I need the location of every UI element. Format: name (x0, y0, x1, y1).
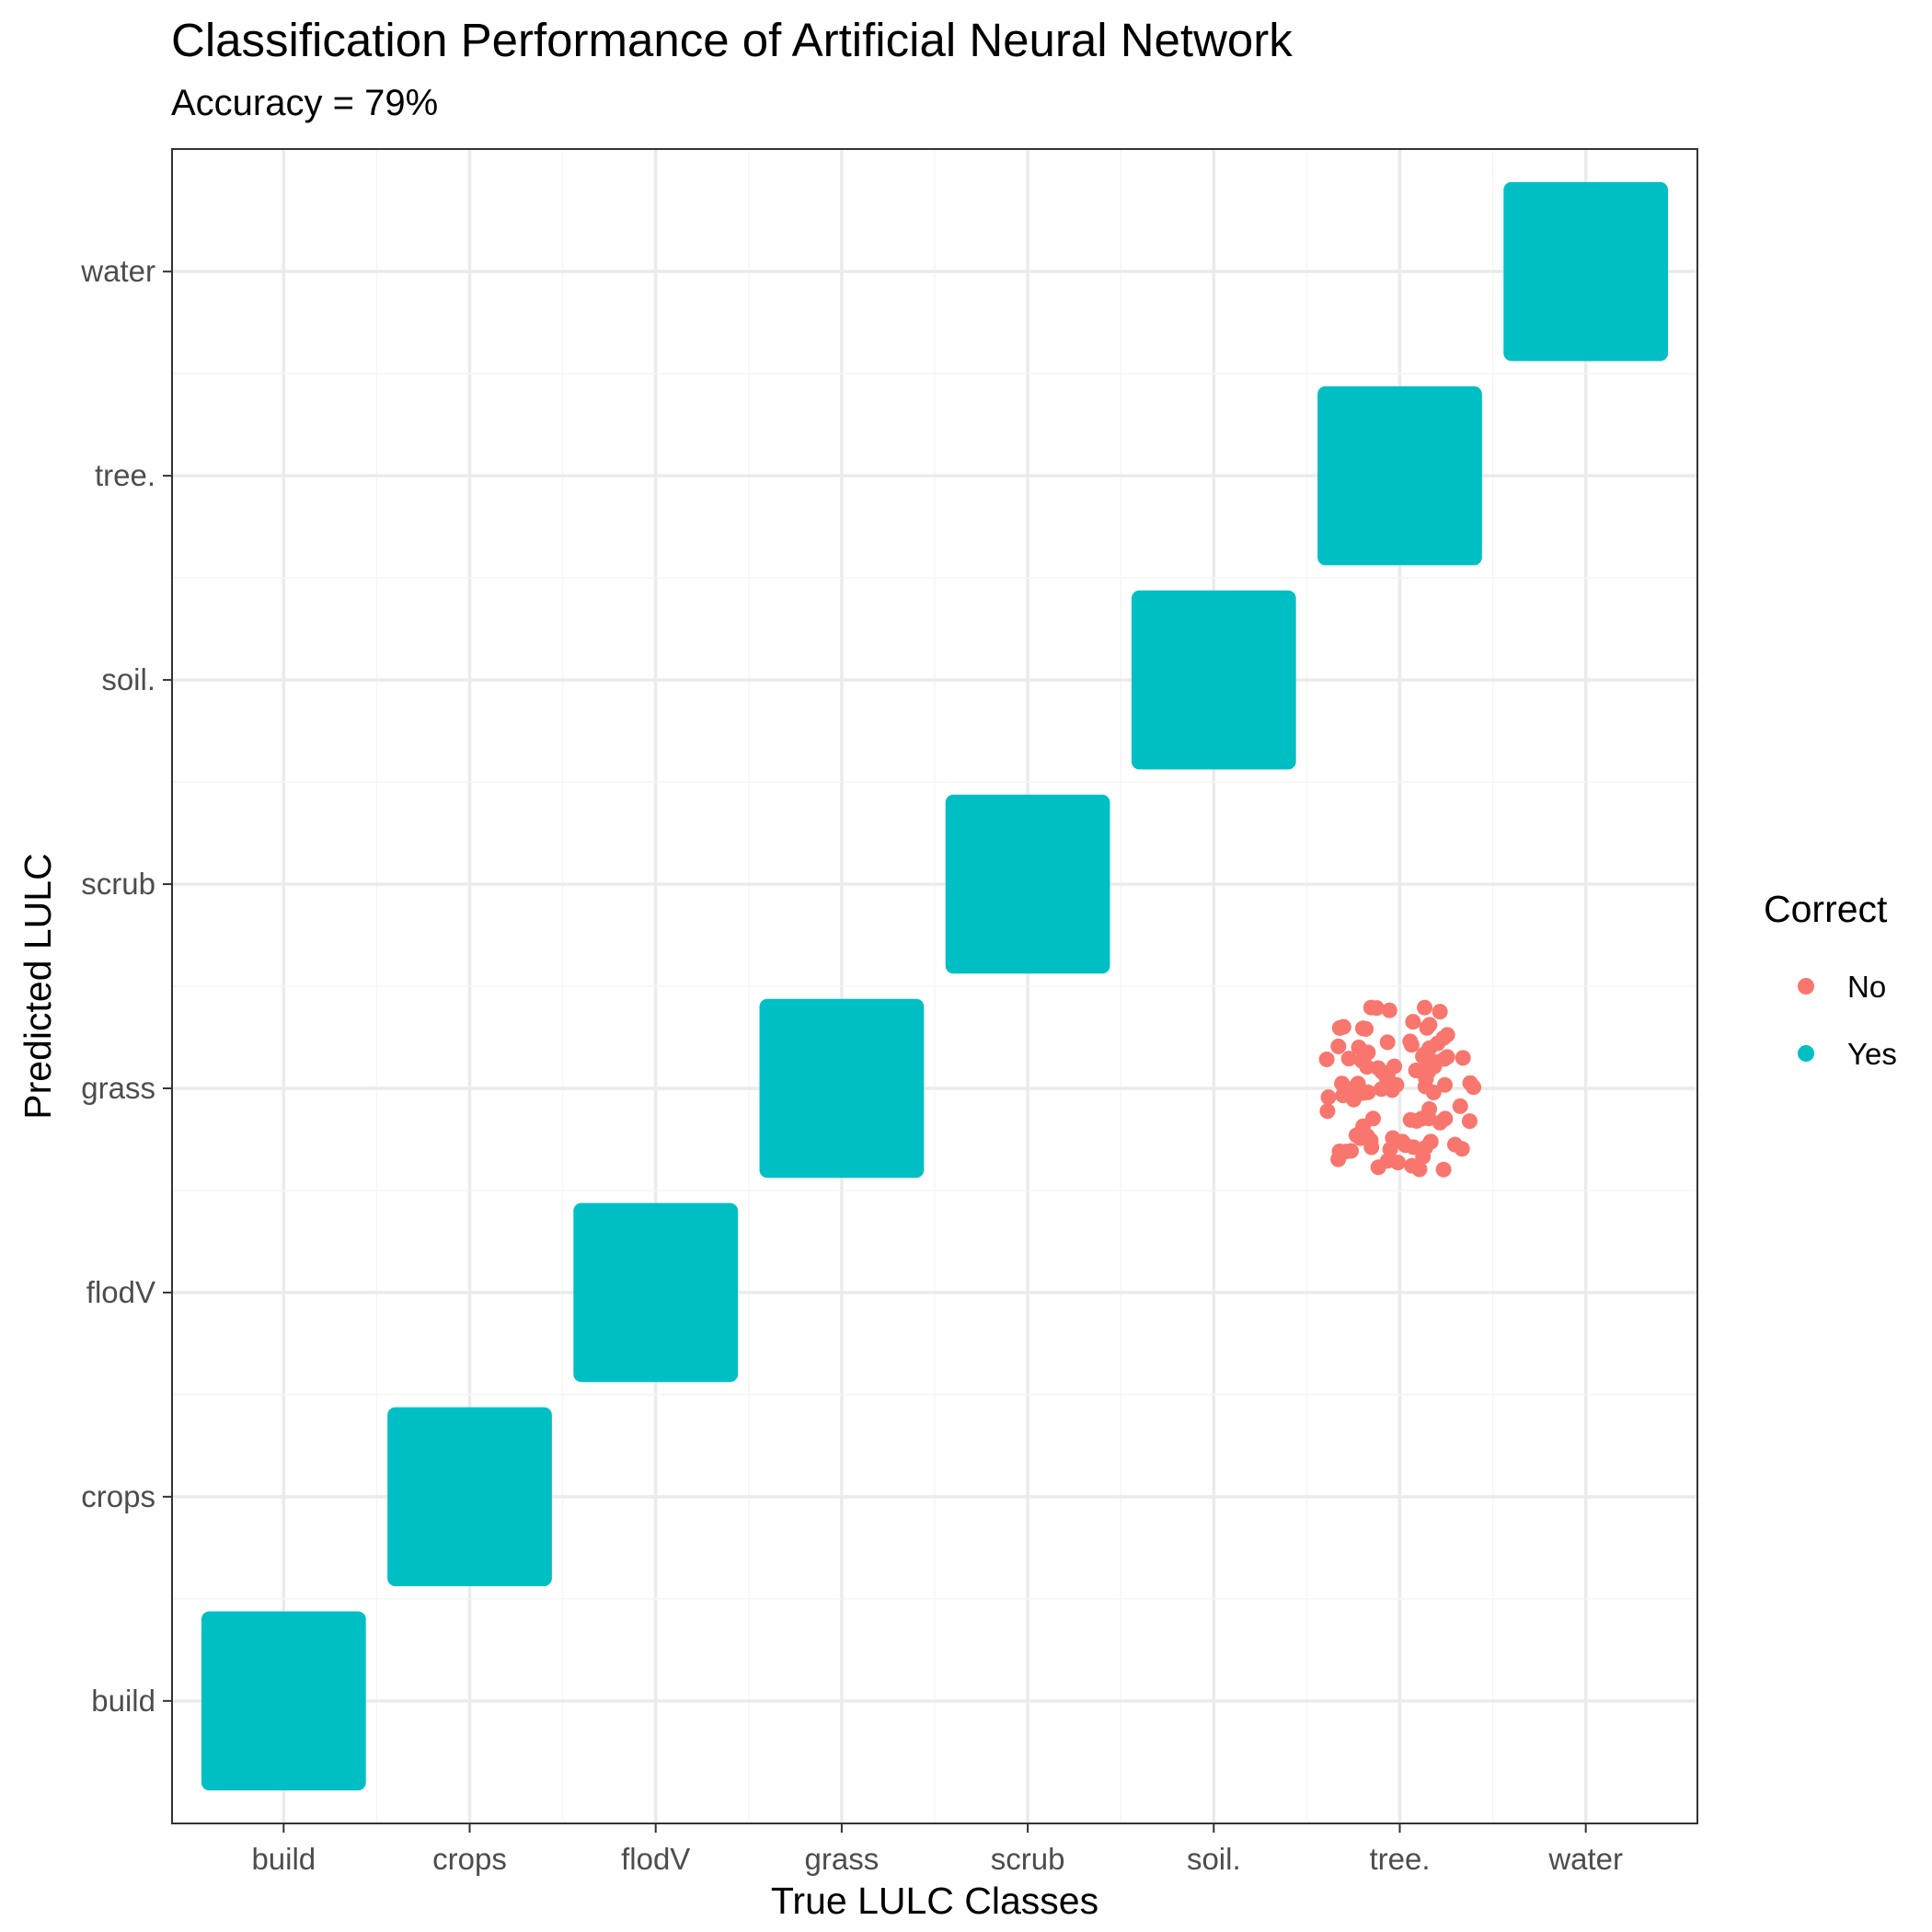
data-point (1337, 1079, 1353, 1096)
y-axis-title: Predicted LULC (17, 853, 59, 1119)
data-point (1360, 1084, 1376, 1100)
data-point (1402, 1033, 1419, 1050)
data-point (1379, 1034, 1396, 1051)
point-cloud (387, 1407, 552, 1587)
data-point (1415, 1148, 1432, 1165)
data-point (1436, 1051, 1453, 1067)
x-axis-title: True LULC Classes (771, 1880, 1098, 1922)
data-point (1408, 1063, 1424, 1078)
data-point (1394, 1133, 1410, 1150)
data-point (1330, 1038, 1347, 1054)
data-point (1370, 1159, 1386, 1176)
data-point (1432, 1004, 1448, 1020)
chart-title: Classification Performance of Artificial… (171, 14, 1293, 66)
legend-key-yes (1798, 1045, 1814, 1062)
y-tick-label: tree. (95, 458, 155, 492)
data-point (1437, 1076, 1453, 1093)
legend-title: Correct (1764, 888, 1888, 930)
x-tick-label: build (251, 1842, 316, 1876)
y-tick-label: crops (81, 1479, 155, 1513)
y-tick-label: grass (81, 1071, 155, 1105)
grid-lines (172, 149, 1697, 1823)
point-cloud (1131, 590, 1296, 770)
x-tick-label: flodV (621, 1842, 690, 1876)
data-point (1320, 1089, 1337, 1106)
cell-yes-water-water (1503, 181, 1669, 362)
legend-key-no (1798, 978, 1814, 995)
data-point (1388, 1076, 1405, 1093)
data-point (1455, 1050, 1471, 1066)
y-tick-label: flodV (86, 1275, 155, 1309)
data-point (1422, 1133, 1439, 1150)
point-cloud (945, 794, 1110, 974)
point-cloud (201, 1611, 366, 1791)
data-point (1466, 1079, 1482, 1096)
y-tick-label: water (80, 254, 155, 288)
x-tick-label: scrub (991, 1842, 1065, 1876)
y-tick-label: build (91, 1684, 155, 1718)
cell-yes-grass-grass (759, 998, 925, 1179)
data-point (1358, 1020, 1374, 1037)
data-point (1405, 1014, 1421, 1030)
cell-yes-scrub-scrub (945, 794, 1110, 974)
data-point (1435, 1161, 1452, 1178)
data-point (1417, 999, 1432, 1016)
data-point (1335, 1018, 1351, 1035)
y-tick-label: soil. (101, 662, 155, 696)
x-tick-label: tree. (1369, 1842, 1430, 1876)
data-point (1425, 1085, 1442, 1100)
legend: Correct No Yes (1764, 888, 1897, 1071)
x-tick-label: water (1547, 1842, 1623, 1876)
data-point (1353, 1052, 1370, 1069)
x-tick-label: crops (432, 1842, 507, 1876)
legend-label-yes: Yes (1847, 1037, 1897, 1071)
data-point (1454, 1141, 1470, 1157)
data-point (1390, 1155, 1407, 1171)
data-point (1419, 1019, 1435, 1036)
data-point (1461, 1113, 1478, 1130)
data-point (1350, 1075, 1366, 1092)
data-point (1421, 1101, 1438, 1117)
axes: build crops flodV grass scrub soil. tree. water… (80, 254, 1623, 1876)
data-point (1319, 1103, 1336, 1120)
data-point (1386, 1058, 1402, 1075)
cell-no-tree-grass (1318, 999, 1482, 1178)
y-tick-label: scrub (81, 867, 155, 901)
data-point (1363, 1133, 1379, 1149)
cell-yes-tree-tree (1317, 385, 1482, 566)
cell-yes-soil-soil (1131, 590, 1296, 770)
chart-subtitle: Accuracy = 79% (171, 83, 439, 123)
x-tick-label: grass (805, 1842, 880, 1876)
data-point (1340, 1051, 1357, 1067)
cell-yes-crops-crops (387, 1407, 552, 1587)
data-point (1355, 1118, 1372, 1134)
data-point (1318, 1052, 1335, 1067)
data-point (1351, 1040, 1367, 1055)
point-cloud (1317, 385, 1482, 566)
point-cloud (759, 998, 925, 1179)
plot-border (171, 148, 1698, 1824)
data-point (1368, 1000, 1385, 1017)
cell-yes-flodV-flodV (573, 1202, 739, 1383)
point-cloud (1503, 181, 1669, 362)
cell-yes-build-build (201, 1611, 366, 1791)
data-points (201, 181, 1669, 1791)
point-cloud (573, 1202, 739, 1383)
data-point (1421, 1056, 1438, 1073)
x-tick-label: soil. (1187, 1842, 1241, 1876)
data-point (1331, 1144, 1348, 1159)
legend-label-no: No (1847, 970, 1886, 1004)
data-point (1452, 1098, 1468, 1114)
data-point (1404, 1157, 1420, 1174)
data-point (1370, 1060, 1386, 1076)
data-point (1381, 1002, 1397, 1018)
